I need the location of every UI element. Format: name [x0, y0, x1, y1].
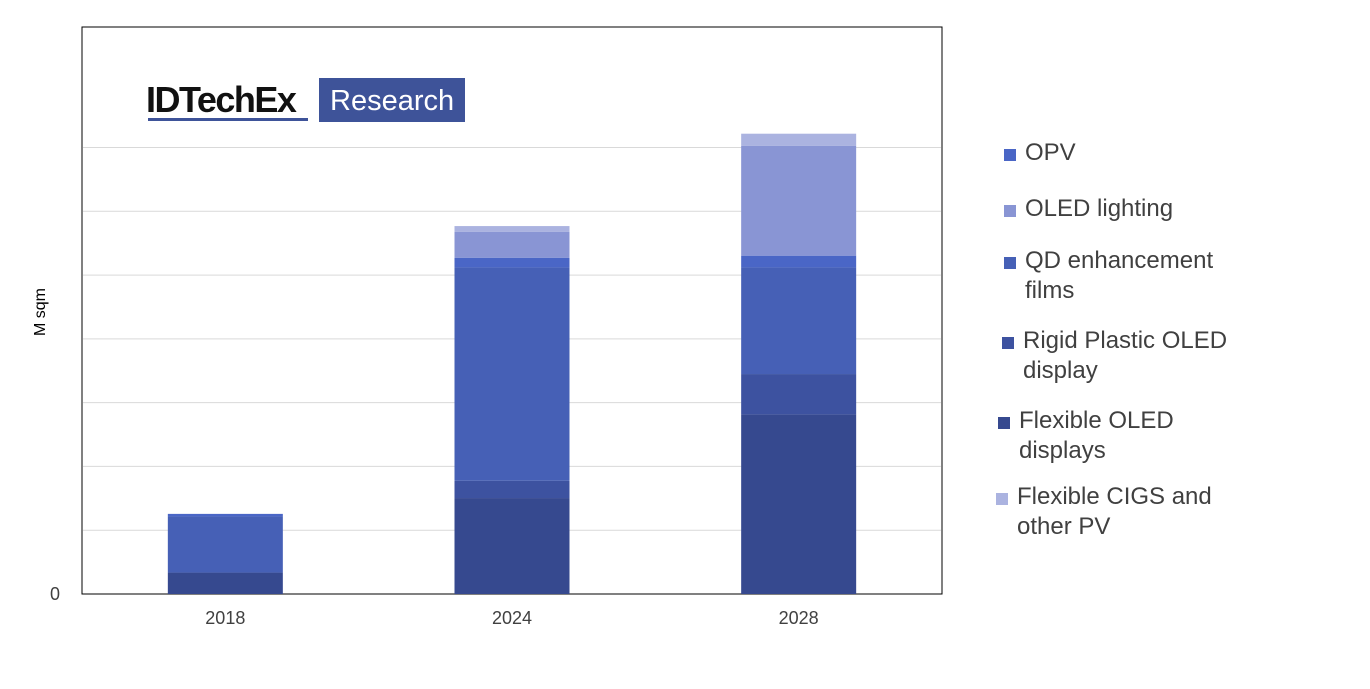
- y-axis-label: M sqm: [32, 288, 49, 336]
- bar-segment-2028-rigid-plastic-oled-display: [741, 374, 857, 415]
- bar-segment-2018-qd-enhancement-films: [167, 516, 283, 573]
- x-tick-label-2018: 2018: [205, 608, 245, 628]
- idtechex-logo: IDTechEx Research: [130, 76, 520, 128]
- bars: [167, 133, 857, 594]
- x-tick-label-2028: 2028: [779, 608, 819, 628]
- legend-swatch-oled-lighting: [1004, 205, 1016, 217]
- bar-segment-2024-rigid-plastic-oled-display: [454, 480, 570, 499]
- legend-item-opv: OPV: [1004, 138, 1366, 168]
- legend-item-oled-lighting: OLED lighting: [1004, 194, 1366, 224]
- bar-segment-2028-qd-enhancement-films: [741, 267, 857, 375]
- legend-label-qd-enhancement-films: QD enhancement films: [1025, 247, 1214, 304]
- legend-label-rigid-plastic-oled: Rigid Plastic OLED display: [1023, 327, 1228, 384]
- bar-segment-2024-qd-enhancement-films: [454, 267, 570, 481]
- bar-segment-2024-flexible-cigs-and-other-pv: [454, 226, 570, 232]
- bar-segment-2018-flexible-oled-displays: [167, 572, 283, 594]
- legend-swatch-opv: [1004, 149, 1016, 161]
- legend-label-oled-lighting: OLED lighting: [1025, 195, 1174, 222]
- logo-underline: [148, 118, 308, 121]
- bar-segment-2028-oled-lighting: [741, 145, 857, 256]
- legend-label-opv: OPV: [1025, 139, 1076, 166]
- bar-segment-2024-opv: [454, 257, 570, 268]
- bar-segment-2028-flexible-oled-displays: [741, 414, 857, 594]
- legend-swatch-flexible-oled-displays: [998, 417, 1010, 429]
- logo-tag-background: [319, 78, 465, 122]
- bar-segment-2028-flexible-cigs-and-other-pv: [741, 133, 857, 146]
- legend-item-rigid-plastic-oled: Rigid Plastic OLED display: [1002, 326, 1366, 386]
- legend-item-flexible-cigs: Flexible CIGS and other PV: [996, 482, 1366, 542]
- bar-segment-2024-oled-lighting: [454, 231, 570, 258]
- legend: OPV OLED lighting QD enhancement films R…: [996, 138, 1366, 542]
- logo-tag-text: Research: [330, 85, 454, 117]
- legend-swatch-qd-enhancement-films: [1004, 257, 1016, 269]
- x-tick-label-2024: 2024: [492, 608, 532, 628]
- legend-item-flexible-oled-displays: Flexible OLED displays: [998, 406, 1366, 466]
- logo-brand-text: IDTechEx: [146, 79, 297, 120]
- bar-segment-2018-opv: [167, 513, 283, 517]
- bar-segment-2028-opv: [741, 255, 857, 268]
- legend-label-flexible-cigs: Flexible CIGS and other PV: [1017, 483, 1212, 540]
- y-tick-label-0: 0: [50, 584, 60, 604]
- legend-label-flexible-oled-displays: Flexible OLED displays: [1019, 407, 1174, 464]
- legend-swatch-flexible-cigs: [996, 493, 1008, 505]
- legend-item-qd-enhancement-films: QD enhancement films: [1004, 246, 1366, 306]
- legend-swatch-rigid-plastic-oled: [1002, 337, 1014, 349]
- bar-segment-2024-flexible-oled-displays: [454, 498, 570, 594]
- x-tick-labels: 2018 2024 2028: [205, 608, 818, 628]
